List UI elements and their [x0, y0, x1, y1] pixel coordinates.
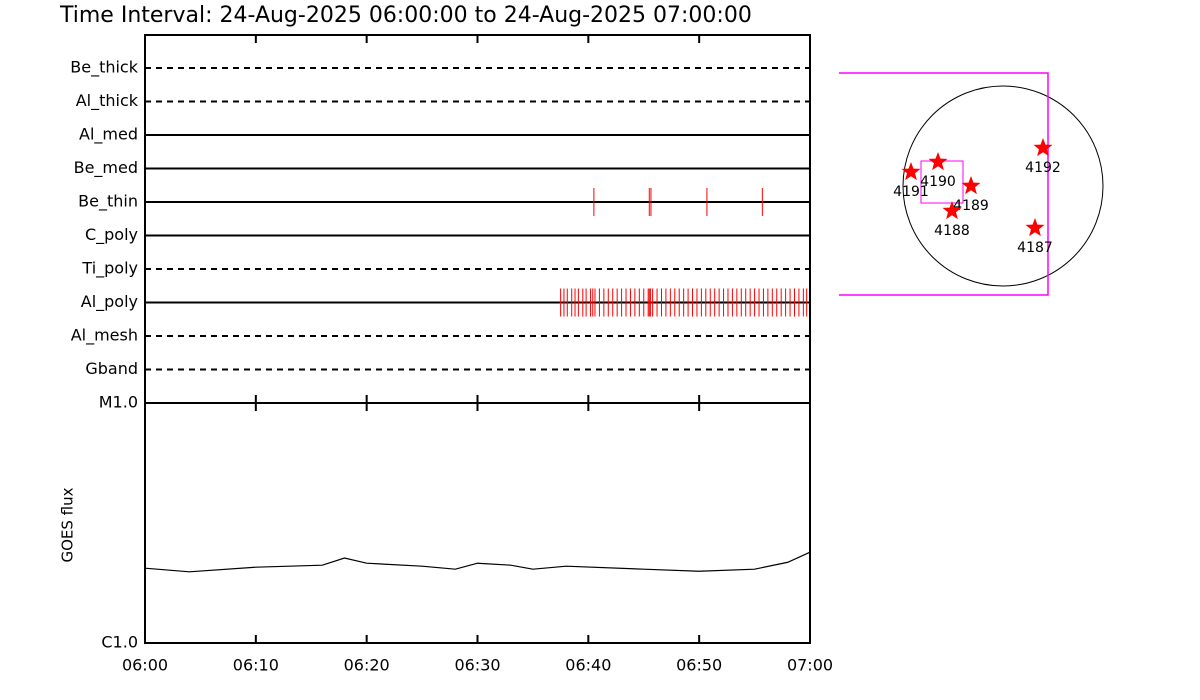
- x-tick-label: 06:50: [676, 656, 722, 675]
- filter-label: C_poly: [85, 225, 138, 245]
- region-star: [1025, 218, 1045, 237]
- filter-label: Al_thick: [76, 91, 139, 111]
- x-tick-label: 06:10: [233, 656, 279, 675]
- region-star: [901, 162, 921, 181]
- x-tick-label: 06:00: [122, 656, 168, 675]
- filter-label: Be_med: [74, 158, 138, 178]
- region-label: 4187: [1017, 240, 1053, 256]
- x-tick-label: 07:00: [787, 656, 833, 675]
- filter-label: Al_mesh: [71, 326, 138, 346]
- filter-label: Al_poly: [81, 292, 138, 312]
- filter-label: Al_med: [79, 125, 138, 145]
- filter-label: Ti_poly: [81, 259, 138, 279]
- region-label: 4191: [893, 184, 929, 200]
- region-label: 4188: [934, 223, 970, 239]
- x-tick-label: 06:40: [565, 656, 611, 675]
- x-tick-label: 06:30: [454, 656, 500, 675]
- plot-frame: [144, 34, 811, 644]
- y-axis-label: GOES flux: [59, 487, 77, 562]
- region-label: 4190: [920, 174, 956, 190]
- x-tick-label: 06:20: [344, 656, 390, 675]
- y-tick-label: C1.0: [101, 633, 138, 652]
- filter-label: Be_thin: [78, 192, 138, 212]
- region-star: [1033, 138, 1053, 157]
- region-label: 4192: [1025, 160, 1061, 176]
- region-star: [928, 152, 948, 171]
- chart-title: Time Interval: 24-Aug-2025 06:00:00 to 2…: [59, 3, 752, 28]
- region-label: 4189: [953, 198, 989, 214]
- y-tick-label: M1.0: [99, 393, 138, 412]
- region-star: [942, 201, 962, 220]
- fov-box: [839, 72, 1049, 296]
- filter-label: Gband: [85, 359, 138, 378]
- goes-curve: [144, 551, 811, 573]
- region-star: [961, 176, 981, 195]
- filter-label: Be_thick: [70, 58, 138, 78]
- solar-disk: [902, 85, 1104, 287]
